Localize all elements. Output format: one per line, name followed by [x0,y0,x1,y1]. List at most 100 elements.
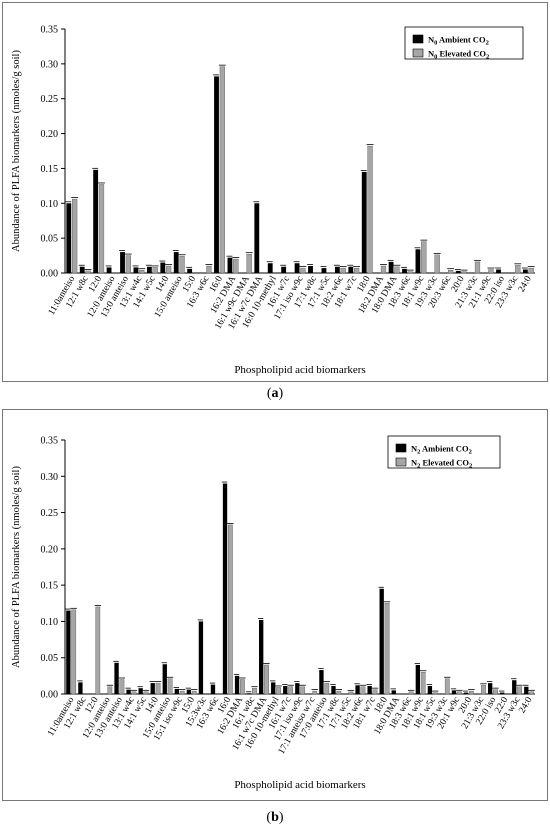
bar-elevated [432,692,438,695]
bar-elevated [528,267,534,274]
y-tick-label: 0.35 [41,25,59,36]
bar-elevated [191,690,197,695]
bar-elevated [276,687,281,695]
bar-elevated [166,265,172,274]
bar-elevated [354,267,360,274]
bar-elevated [474,261,481,274]
bar-elevated [227,524,233,695]
y-tick-label: 0.20 [41,544,59,555]
bar-ambient [283,686,288,694]
bar-elevated [152,267,158,274]
bar-ambient [451,690,457,694]
bar-elevated [380,265,387,274]
bar-ambient [66,203,72,273]
x-tick-label: 24:0 [517,274,534,294]
bar-elevated [515,265,521,274]
bar-elevated [167,678,173,695]
bar-elevated [233,258,239,274]
legend-label-elevated: N0 Elevated CO2 [428,49,489,61]
y-tick-label: 0.35 [41,436,59,447]
bar-ambient [355,685,360,694]
bar-elevated [125,255,131,274]
bar-elevated [517,686,522,695]
bar-elevated [252,687,257,695]
bar-ambient [524,686,529,694]
bar-ambient [126,689,131,694]
bar-ambient [187,268,193,273]
bar-ambient [487,683,493,694]
y-axis-label: Abundance of PLFA biomarkers (nmoles/g s… [11,50,22,252]
y-tick-label: 0.00 [41,690,59,701]
legend-label-ambient: N2 Ambient CO2 [411,444,472,456]
bar-elevated [107,686,113,695]
bar-elevated [312,690,318,695]
bar-elevated [444,678,450,695]
bar-elevated [481,685,486,695]
bar-ambient [500,692,505,694]
bar-ambient [331,686,336,694]
y-tick-label: 0.05 [41,234,59,245]
bar-ambient [321,268,327,273]
bar-elevated [456,691,462,695]
legend-box [404,26,524,60]
legend: N2 Ambient CO2 N2 Elevated CO2 [387,435,501,470]
bar-elevated [348,691,354,695]
bar-elevated [72,198,78,274]
bar-elevated [394,266,400,274]
legend-label-elevated: N2 Elevated CO2 [411,458,472,470]
bar-elevated [367,145,373,274]
legend-box [387,435,501,469]
y-tick-label: 0.25 [41,508,59,519]
bar-ambient [334,266,340,273]
bar-ambient [160,262,166,273]
bar-chart-b: 0.00 0.05 0.10 0.15 0.20 0.25 0.30 0.35 Abundanc… [11,435,535,791]
bar-ambient [361,171,367,273]
bar-ambient [227,257,233,273]
bar-ambient [427,686,433,694]
bar-elevated [119,679,125,695]
bar-elevated [461,271,467,274]
bar-ambient [210,684,216,694]
bar-ambient [367,686,372,694]
legend-swatch-elevated [412,48,424,58]
bar-ambient [348,266,354,273]
bar-elevated [469,690,474,695]
bar-ambient [246,693,252,694]
bar-ambient [146,266,152,273]
bar-ambient [150,683,155,694]
bar-elevated [421,241,427,274]
bar-ambient [162,664,167,694]
bar-ambient [522,269,528,273]
bar-ambient [402,268,407,273]
bar-ambient [174,688,179,694]
bar-elevated [85,270,91,274]
bar-ambient [66,610,71,694]
y-tick-label: 0.05 [41,653,59,664]
x-axis-label: Phospholipid acid biomarkers [234,364,365,376]
bar-ambient [391,690,396,694]
legend: N0 Ambient CO2 N0 Elevated CO2 [404,26,524,61]
bar-ambient [388,261,394,273]
x-axis-label: Phospholipid acid biomarkers [234,779,365,791]
caption-a: (a) [266,386,284,401]
bar-elevated [488,269,494,274]
bar-ambient [186,689,192,694]
y-tick-label: 0.25 [41,94,59,105]
caption-a-label: a [271,386,279,401]
bar-elevated [143,691,149,695]
bar-elevated [340,267,346,274]
bar-ambient [198,621,204,694]
y-tick-label: 0.15 [41,581,59,592]
y-tick-label: 0.30 [41,59,59,70]
bar-elevated [219,66,225,274]
bar-elevated [288,686,293,695]
legend-label-ambient: N0 Ambient CO2 [428,35,489,47]
bar-ambient [93,169,99,273]
y-tick-label: 0.10 [41,617,59,628]
bar-ambient [214,76,219,273]
bar-ambient [254,203,260,273]
bar-ambient [222,483,228,694]
bar-ambient [496,269,501,273]
bar-elevated [206,265,212,274]
bar-ambient [415,664,421,694]
